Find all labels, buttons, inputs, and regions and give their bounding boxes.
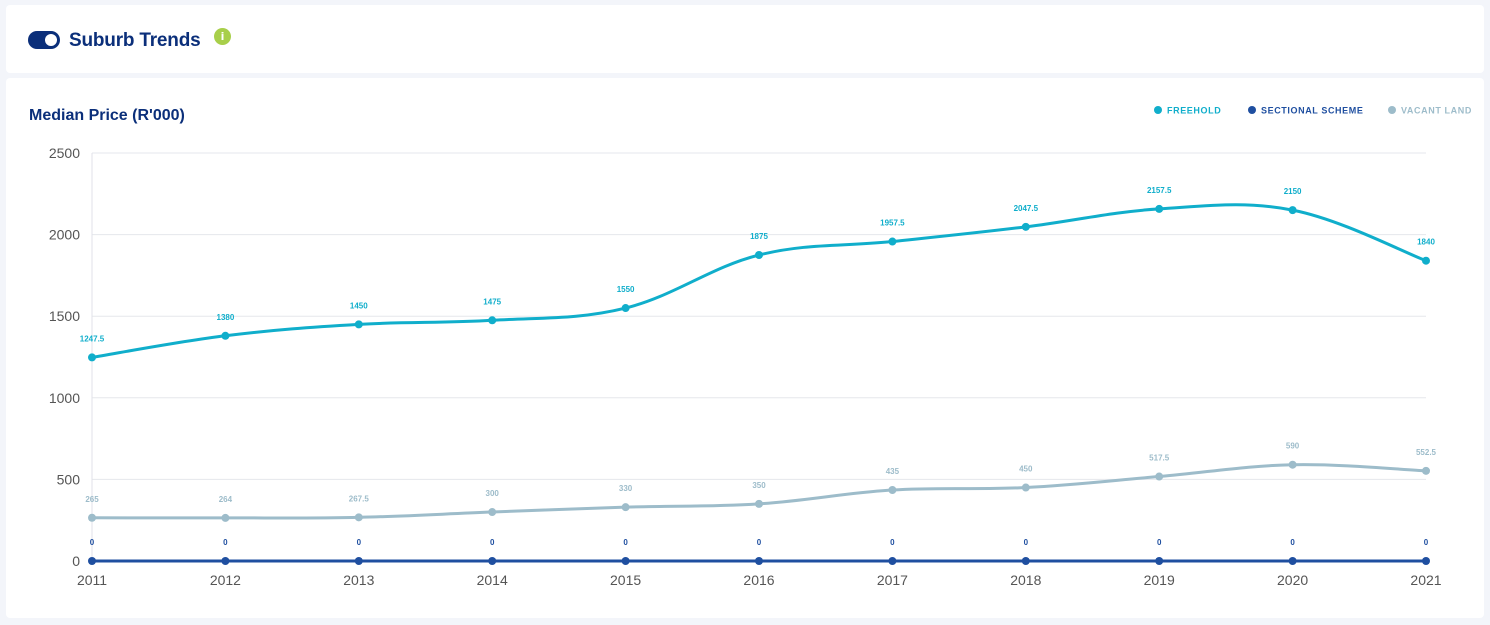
data-label-2: 267.5 <box>349 494 370 503</box>
data-label-1: 0 <box>357 538 362 547</box>
data-label-1: 0 <box>1424 538 1429 547</box>
data-label-1: 0 <box>223 538 228 547</box>
data-label-0: 1247.5 <box>80 334 105 343</box>
toggle-knob <box>45 34 57 46</box>
y-tick-label: 2500 <box>49 145 80 161</box>
data-label-2: 450 <box>1019 465 1033 474</box>
data-point-0 <box>88 353 96 362</box>
data-label-1: 0 <box>757 538 762 547</box>
x-tick-label: 2012 <box>210 572 241 588</box>
data-label-2: 300 <box>486 489 500 498</box>
data-point-1 <box>1288 557 1297 565</box>
data-point-2 <box>755 499 763 508</box>
chart-title: Median Price (R'000) <box>29 107 185 124</box>
header-card: Suburb Trends i <box>6 5 1484 73</box>
data-point-2 <box>1155 472 1164 481</box>
y-tick-label: 1500 <box>49 308 80 324</box>
y-tick-label: 0 <box>72 553 80 569</box>
data-label-2: 435 <box>886 467 900 476</box>
data-point-2 <box>1422 466 1430 475</box>
data-label-1: 0 <box>1290 538 1295 547</box>
legend-marker-2 <box>1388 106 1396 114</box>
data-label-0: 1840 <box>1417 238 1435 247</box>
data-point-0 <box>488 316 497 325</box>
data-label-1: 0 <box>890 538 895 547</box>
data-label-0: 1875 <box>750 232 768 241</box>
data-point-2 <box>221 513 230 522</box>
data-point-1 <box>1155 557 1164 565</box>
data-point-0 <box>221 331 230 340</box>
data-point-1 <box>221 557 230 565</box>
median-price-chart: Median Price (R'000) FREEHOLD SECTIONAL SC… <box>29 106 1472 589</box>
data-label-1: 0 <box>90 538 95 547</box>
data-label-2: 264 <box>219 495 233 504</box>
data-label-2: 552.5 <box>1416 448 1437 457</box>
data-point-1 <box>755 557 763 565</box>
data-label-2: 265 <box>85 495 99 504</box>
data-point-1 <box>1422 557 1430 565</box>
data-point-2 <box>1288 460 1297 469</box>
data-label-0: 2047.5 <box>1014 204 1039 213</box>
data-point-2 <box>888 486 897 495</box>
series-line-2 <box>90 463 1428 520</box>
data-point-0 <box>1288 206 1297 215</box>
data-label-2: 590 <box>1286 442 1300 451</box>
data-point-2 <box>1021 483 1030 492</box>
data-point-1 <box>88 557 96 565</box>
data-point-1 <box>1021 557 1030 565</box>
data-label-1: 0 <box>1024 538 1029 547</box>
x-tick-label: 2019 <box>1144 572 1175 588</box>
x-tick-label: 2016 <box>743 572 774 588</box>
data-point-1 <box>621 557 630 565</box>
data-point-0 <box>621 304 630 313</box>
y-tick-label: 1000 <box>49 390 80 406</box>
data-label-1: 0 <box>1157 538 1162 547</box>
data-point-2 <box>621 503 630 512</box>
view-toggle[interactable] <box>28 31 60 49</box>
data-label-2: 517.5 <box>1149 454 1170 463</box>
x-tick-label: 2018 <box>1010 572 1041 588</box>
data-point-2 <box>88 513 96 522</box>
data-point-1 <box>354 557 363 565</box>
legend-marker-0 <box>1154 106 1162 114</box>
y-tick-label: 2000 <box>49 227 80 243</box>
data-label-2: 350 <box>752 481 766 490</box>
info-icon[interactable]: i <box>214 28 231 45</box>
data-label-0: 2157.5 <box>1147 186 1172 195</box>
x-tick-label: 2014 <box>477 572 508 588</box>
legend-marker-1 <box>1248 106 1256 114</box>
data-point-0 <box>755 251 763 259</box>
data-label-0: 1380 <box>217 313 235 322</box>
data-point-0 <box>1155 204 1164 213</box>
legend-label-2: VACANT LAND <box>1401 106 1472 116</box>
data-label-1: 0 <box>490 538 495 547</box>
data-label-0: 1550 <box>617 285 635 294</box>
y-tick-label: 500 <box>57 471 81 487</box>
x-tick-label: 2017 <box>877 572 908 588</box>
series-line-0 <box>90 203 1428 359</box>
chart-card: Median Price (R'000) FREEHOLD SECTIONAL SC… <box>6 78 1484 618</box>
data-point-1 <box>888 557 897 565</box>
x-tick-label: 2011 <box>77 572 107 588</box>
data-label-2: 330 <box>619 484 633 493</box>
x-tick-label: 2013 <box>343 572 374 588</box>
data-label-0: 1450 <box>350 301 368 310</box>
legend-label-1: SECTIONAL SCHEME <box>1261 106 1363 116</box>
data-label-1: 0 <box>623 538 628 547</box>
x-tick-label: 2021 <box>1410 572 1441 588</box>
legend-label-0: FREEHOLD <box>1167 106 1221 116</box>
data-label-0: 1475 <box>483 297 501 306</box>
x-tick-label: 2015 <box>610 572 641 588</box>
data-point-0 <box>1422 256 1430 265</box>
page-title: Suburb Trends <box>69 30 201 51</box>
data-point-2 <box>354 513 363 522</box>
data-point-0 <box>1021 222 1030 231</box>
data-point-0 <box>354 320 363 329</box>
data-label-0: 2150 <box>1284 187 1302 196</box>
x-tick-label: 2020 <box>1277 572 1308 588</box>
data-point-2 <box>488 508 497 517</box>
data-label-0: 1957.5 <box>880 219 905 228</box>
data-point-1 <box>488 557 497 565</box>
data-point-0 <box>888 237 897 246</box>
